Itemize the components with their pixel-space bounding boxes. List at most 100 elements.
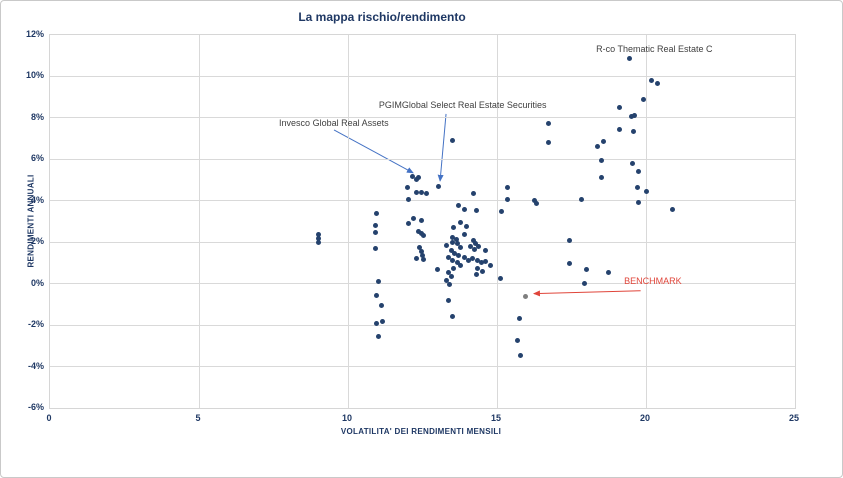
data-point[interactable] [515, 337, 521, 343]
data-point[interactable] [630, 128, 636, 134]
data-point[interactable] [636, 200, 642, 206]
data-point[interactable] [448, 248, 454, 253]
data-point[interactable] [466, 257, 472, 263]
data-point[interactable] [414, 255, 420, 261]
data-point[interactable] [630, 161, 636, 167]
data-point[interactable] [582, 280, 588, 286]
data-point[interactable] [374, 211, 380, 217]
data-point[interactable] [616, 126, 622, 132]
data-point[interactable] [421, 257, 427, 263]
data-point[interactable] [416, 175, 422, 181]
data-point[interactable] [594, 143, 600, 149]
data-point[interactable] [473, 272, 479, 278]
data-point[interactable] [446, 297, 452, 303]
data-point[interactable] [420, 252, 426, 258]
data-point[interactable] [449, 314, 455, 320]
data-point[interactable] [470, 191, 476, 197]
data-point[interactable] [421, 233, 427, 239]
data-point[interactable] [670, 206, 676, 212]
data-point[interactable] [444, 243, 450, 249]
data-point[interactable] [454, 259, 460, 265]
data-point[interactable] [632, 112, 638, 118]
data-point[interactable] [376, 279, 382, 285]
data-point[interactable] [404, 185, 410, 191]
data-point[interactable] [457, 244, 463, 250]
data-point[interactable] [444, 278, 450, 284]
data-point[interactable] [416, 229, 422, 235]
data-point[interactable] [316, 235, 322, 241]
data-point[interactable] [635, 184, 641, 190]
data-point[interactable] [640, 96, 646, 102]
data-point[interactable] [372, 222, 378, 228]
data-point[interactable] [374, 292, 380, 298]
data-point[interactable] [473, 208, 479, 214]
data-point[interactable] [446, 281, 452, 287]
data-point[interactable] [457, 262, 463, 268]
data-point[interactable] [483, 258, 489, 264]
data-point[interactable] [434, 267, 440, 273]
data-point[interactable] [453, 237, 459, 243]
data-point[interactable] [644, 188, 650, 194]
data-point[interactable] [472, 241, 478, 247]
data-point[interactable] [418, 248, 424, 254]
data-point[interactable] [457, 220, 463, 226]
data-point[interactable] [627, 56, 633, 62]
data-point[interactable] [315, 239, 321, 245]
data-point[interactable] [372, 229, 378, 235]
data-point[interactable] [449, 239, 455, 245]
data-point[interactable] [414, 189, 420, 195]
data-point[interactable] [579, 196, 585, 202]
data-point[interactable] [475, 266, 481, 272]
data-point[interactable] [471, 238, 477, 244]
data-point[interactable] [418, 189, 424, 195]
data-point[interactable] [448, 274, 454, 280]
data-point[interactable] [567, 260, 573, 266]
data-point[interactable] [517, 353, 523, 359]
data-point[interactable] [546, 140, 552, 146]
data-point[interactable] [455, 203, 461, 209]
data-point[interactable] [380, 319, 386, 325]
data-point[interactable] [451, 224, 457, 230]
data-point[interactable] [446, 269, 452, 275]
data-point[interactable] [606, 269, 612, 275]
data-point[interactable] [504, 197, 510, 203]
data-point[interactable] [461, 206, 467, 212]
data-point[interactable] [616, 105, 622, 111]
data-point[interactable] [584, 267, 590, 273]
data-point[interactable] [450, 257, 456, 263]
data-point[interactable] [600, 138, 606, 144]
data-point[interactable] [478, 260, 484, 266]
data-point[interactable] [472, 246, 478, 252]
data-point[interactable] [372, 245, 378, 251]
data-point[interactable] [436, 183, 442, 189]
data-point[interactable] [411, 216, 417, 222]
data-point[interactable] [464, 223, 470, 229]
data-point[interactable] [498, 209, 504, 215]
benchmark-point[interactable] [522, 293, 528, 299]
data-point[interactable] [655, 80, 661, 86]
data-point[interactable] [454, 241, 460, 247]
data-point[interactable] [567, 238, 573, 244]
data-point[interactable] [470, 255, 476, 261]
data-point[interactable] [315, 232, 321, 238]
data-point[interactable] [517, 316, 523, 322]
data-point[interactable] [467, 244, 473, 250]
data-point[interactable] [419, 217, 425, 223]
data-point[interactable] [449, 234, 455, 240]
data-point[interactable] [497, 276, 503, 282]
data-point[interactable] [479, 269, 485, 275]
data-point[interactable] [416, 244, 422, 250]
data-point[interactable] [628, 114, 634, 120]
data-point[interactable] [374, 320, 380, 326]
data-point[interactable] [462, 232, 468, 238]
data-point[interactable] [483, 248, 489, 253]
data-point[interactable] [462, 255, 468, 261]
data-point[interactable] [476, 244, 482, 250]
data-point[interactable] [636, 168, 642, 174]
data-point[interactable] [598, 174, 604, 180]
data-point[interactable] [410, 174, 416, 180]
data-point[interactable] [406, 197, 412, 203]
data-point[interactable] [451, 266, 457, 272]
data-point[interactable] [546, 120, 552, 126]
data-point[interactable] [504, 184, 510, 190]
